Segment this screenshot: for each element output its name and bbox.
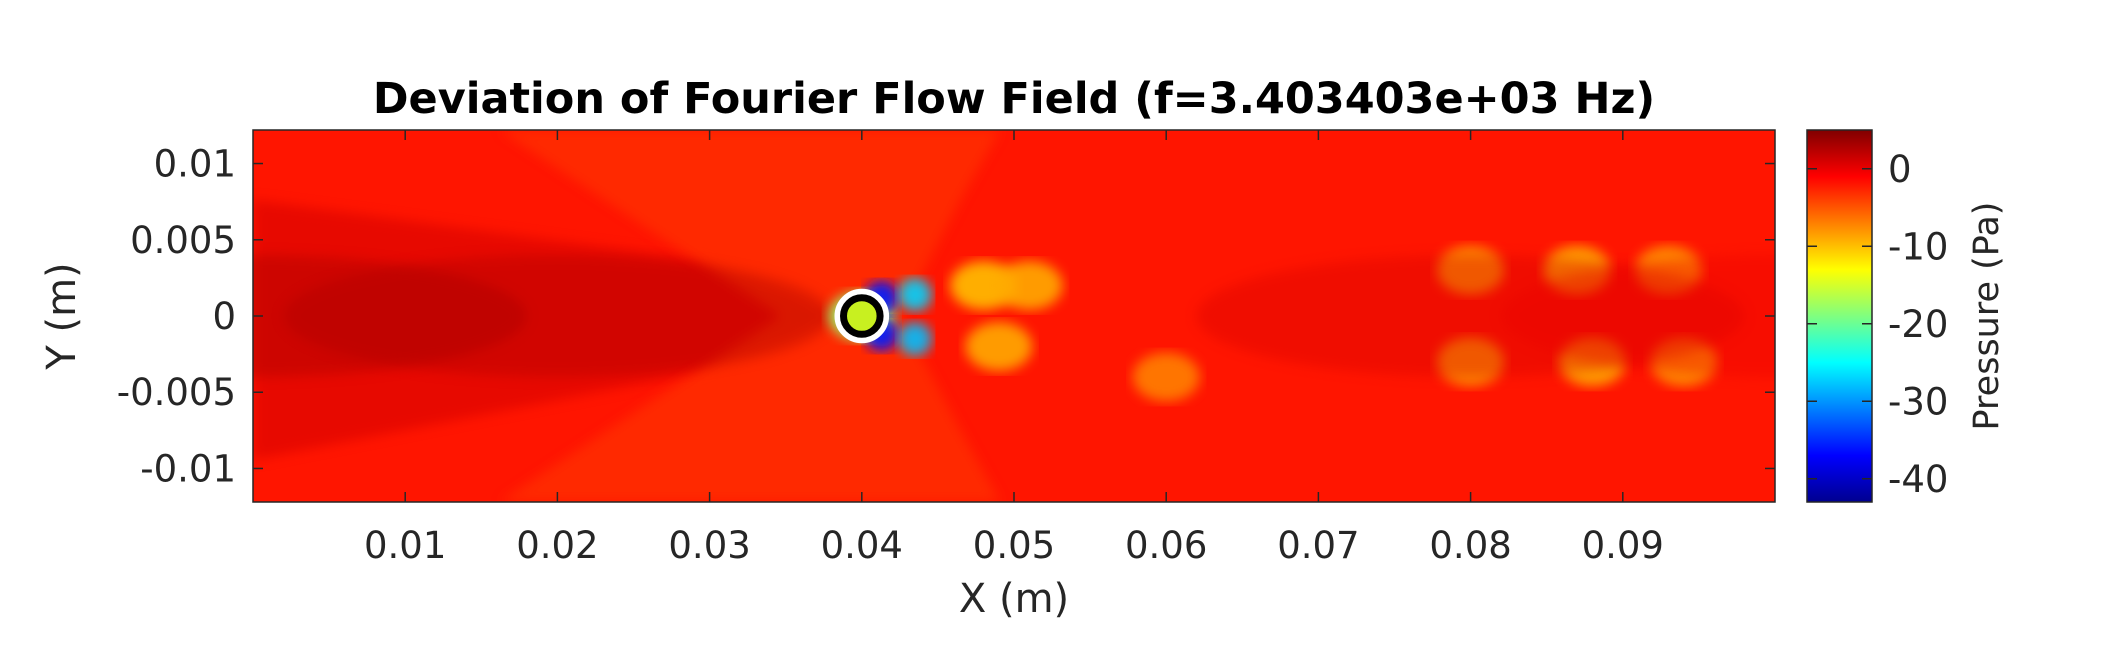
colorbar — [1806, 129, 1873, 503]
y-tick-label: 0 — [212, 295, 236, 338]
x-tick-label: 0.06 — [1125, 524, 1207, 567]
cylinder-marker — [840, 294, 884, 338]
x-tick-label: 0.02 — [516, 524, 598, 567]
colorbar-tick-label: -30 — [1888, 380, 1948, 423]
field-feature-5 — [898, 277, 932, 312]
y-axis-ticks: 0.01 0.005 0 -0.005 -0.01 — [117, 143, 1775, 490]
x-tick-label: 0.08 — [1429, 524, 1511, 567]
y-tick-label: 0.005 — [130, 219, 236, 262]
x-axis-ticks: 0.01 0.02 0.03 0.04 0.05 0.06 0.07 0.08 0.09 — [364, 130, 1664, 567]
y-tick-label: -0.005 — [117, 371, 236, 414]
y-axis-title: Y (m) — [39, 262, 85, 370]
plot-area — [253, 130, 1775, 502]
x-tick-label: 0.05 — [973, 524, 1055, 567]
x-tick-label: 0.07 — [1277, 524, 1359, 567]
field-blob-layer — [253, 245, 1775, 402]
x-tick-label: 0.09 — [1582, 524, 1664, 567]
colorbar-label: Pressure (Pa) — [1967, 202, 2007, 431]
chart-title: Deviation of Fourier Flow Field (f=3.403… — [373, 74, 1655, 124]
colorbar-tick-label: 0 — [1888, 148, 1912, 191]
y-tick-label: -0.01 — [140, 447, 236, 490]
cylinder-outline-halo — [834, 288, 890, 344]
colorbar-tick-label: -40 — [1888, 458, 1948, 501]
x-tick-label: 0.03 — [668, 524, 750, 567]
x-axis-title: X (m) — [959, 576, 1069, 622]
colorbar-tick-label: -20 — [1888, 303, 1948, 346]
field-feature-1 — [283, 255, 832, 377]
colorbar-ticks: 0 -10 -20 -30 -40 — [1807, 148, 1948, 501]
y-tick-label: 0.01 — [154, 143, 236, 186]
field-feature-18 — [1501, 255, 1775, 377]
field-feature-10 — [1132, 352, 1200, 402]
field-outer-light-region — [500, 130, 1000, 502]
field-feature-9 — [965, 322, 1033, 371]
field-feature-8 — [995, 261, 1063, 310]
field-feature-6 — [898, 322, 932, 356]
colorbar-tick-label: -10 — [1888, 225, 1948, 268]
x-tick-label: 0.04 — [821, 524, 903, 567]
x-tick-label: 0.01 — [364, 524, 446, 567]
